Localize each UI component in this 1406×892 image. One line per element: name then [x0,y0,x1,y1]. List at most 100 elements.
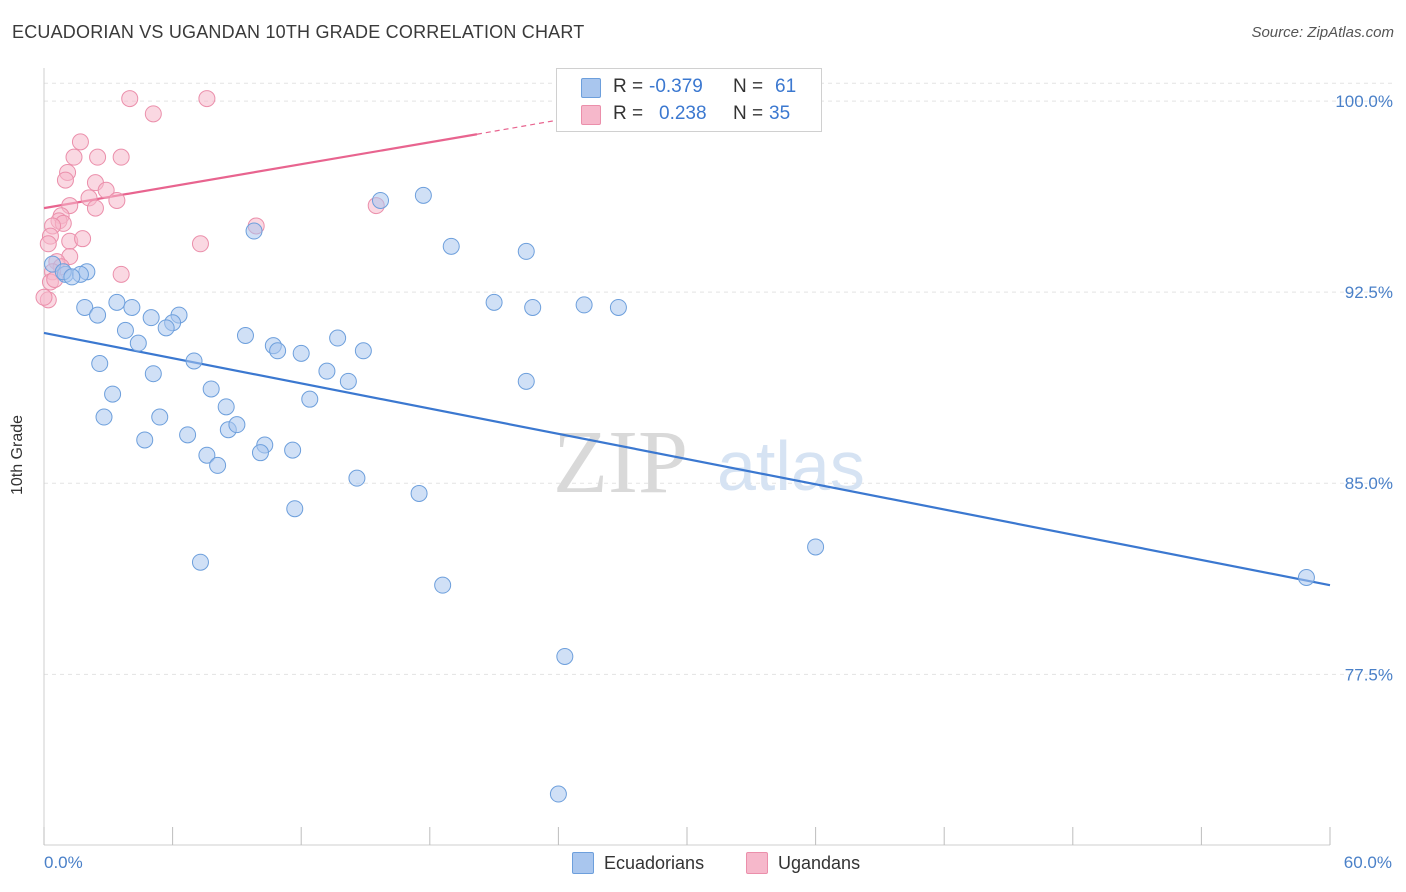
ecuadorians-point [104,385,122,403]
ecuadorians-point [89,306,107,324]
ecuadorians-point [434,576,452,594]
ecuadorians-point [517,372,535,390]
ugandans-point [71,133,89,151]
y-tick-label: 77.5% [1345,665,1393,684]
ecuadorians-point [157,319,175,337]
axes [43,68,1331,846]
ecuadorians-point [410,484,428,502]
y-tick-label: 92.5% [1345,283,1393,302]
stats-legend: R = -0.379 N = 61 R = 0.238 N = 35 [556,68,822,132]
ecuadorians-label: Ecuadorians [604,852,705,873]
ugandans-point [191,235,209,253]
ugandans-point [108,191,126,209]
legend-swatch-pink [581,105,601,125]
ugandans-point [112,265,130,283]
ecuadorians-point [202,380,220,398]
ecuadorians-point [318,362,336,380]
ecuadorians-point [129,334,147,352]
x-tick-min: 0.0% [44,853,83,872]
ecuadorians-point [251,444,269,462]
ecuadorians-point [228,416,246,434]
ecuadorians-point [485,293,503,311]
y-tick-label: 85.0% [1345,474,1393,493]
ugandans-point [144,105,162,123]
legend-r-value: -0.379 [649,76,703,97]
ecuadorians-point [372,191,390,209]
ecuadorians-point [354,342,372,360]
y-tick-labels: 77.5% 85.0% 92.5% 100.0% [1335,92,1393,684]
ecuadorians-point [151,408,169,426]
ugandans-trend-extension [476,108,623,135]
legend-item-ecuadorians[interactable]: Ecuadorians [572,852,704,874]
legend-r-value: 0.238 [659,103,707,124]
ecuadorians-point [348,469,366,487]
ecuadorians-point [339,372,357,390]
legend-n-value: 35 [769,103,791,124]
ecuadorians-point [236,326,254,344]
legend-item-ugandans[interactable]: Ugandans [746,852,860,874]
ecuadorians-point [108,293,126,311]
ugandans-swatch [746,852,768,874]
source-label: Source: ZipAtlas.com [1251,24,1394,41]
ecuadorians-point [123,298,141,316]
ecuadorians-point [329,329,347,347]
x-tick-max: 60.0% [1343,853,1392,872]
ugandans-point [35,288,53,306]
ugandans-point [74,230,92,248]
legend-r-label: R = [613,76,644,97]
ecuadorians-point [144,365,162,383]
ecuadorians-point [1297,569,1315,587]
watermark-zip: ZIP [553,413,688,512]
ecuadorians-point [556,647,574,665]
ecuadorians-trend-line [43,331,1331,587]
ugandans-point [89,148,107,166]
ecuadorians-point [245,222,263,240]
grid-lines [44,82,1395,675]
ecuadorians-point [269,342,287,360]
trend-lines [43,108,1331,587]
ugandans-point [198,90,216,108]
ugandans-point [97,181,115,199]
ugandans-point [121,90,139,108]
ecuadorians-point [301,390,319,408]
ecuadorians-point [549,785,567,803]
ecuadorians-point [198,446,216,464]
ecuadorians-point [807,538,825,556]
ecuadorians-point [179,426,197,444]
ecuadorians-point [292,344,310,362]
y-tick-label: 100.0% [1335,92,1393,111]
ecuadorians-point [284,441,302,459]
ecuadorians-point [609,298,627,316]
ecuadorians-point [286,500,304,518]
ecuadorians-point [414,186,432,204]
ugandans-point [65,148,83,166]
watermark-atlas: atlas [717,427,865,505]
ecuadorians-point [63,268,81,286]
ugandans-point [39,235,57,253]
ecuadorians-point [142,309,160,327]
ecuadorians-point [517,242,535,260]
ecuadorians-point [575,296,593,314]
ecuadorians-point [76,298,94,316]
ugandans-point [56,171,74,189]
legend-n-label: N = [733,103,764,124]
ugandans-point [112,148,130,166]
ugandans-point [86,199,104,217]
ecuadorians-point [116,321,134,339]
ecuadorians-point [209,456,227,474]
ugandans-points [35,90,385,309]
legend-n-value: 61 [775,76,797,97]
ecuadorians-point [136,431,154,449]
ecuadorians-swatch [572,852,594,874]
ecuadorians-point [442,237,460,255]
legend-r-label: R = [613,103,644,124]
ugandans-label: Ugandans [778,852,861,873]
legend-swatch-blue [581,78,601,98]
ecuadorians-point [95,408,113,426]
ecuadorians-point [191,553,209,571]
legend-n-label: N = [733,76,764,97]
ecuadorians-point [91,355,109,373]
ecuadorians-point [217,398,235,416]
ecuadorians-points [44,186,1315,803]
